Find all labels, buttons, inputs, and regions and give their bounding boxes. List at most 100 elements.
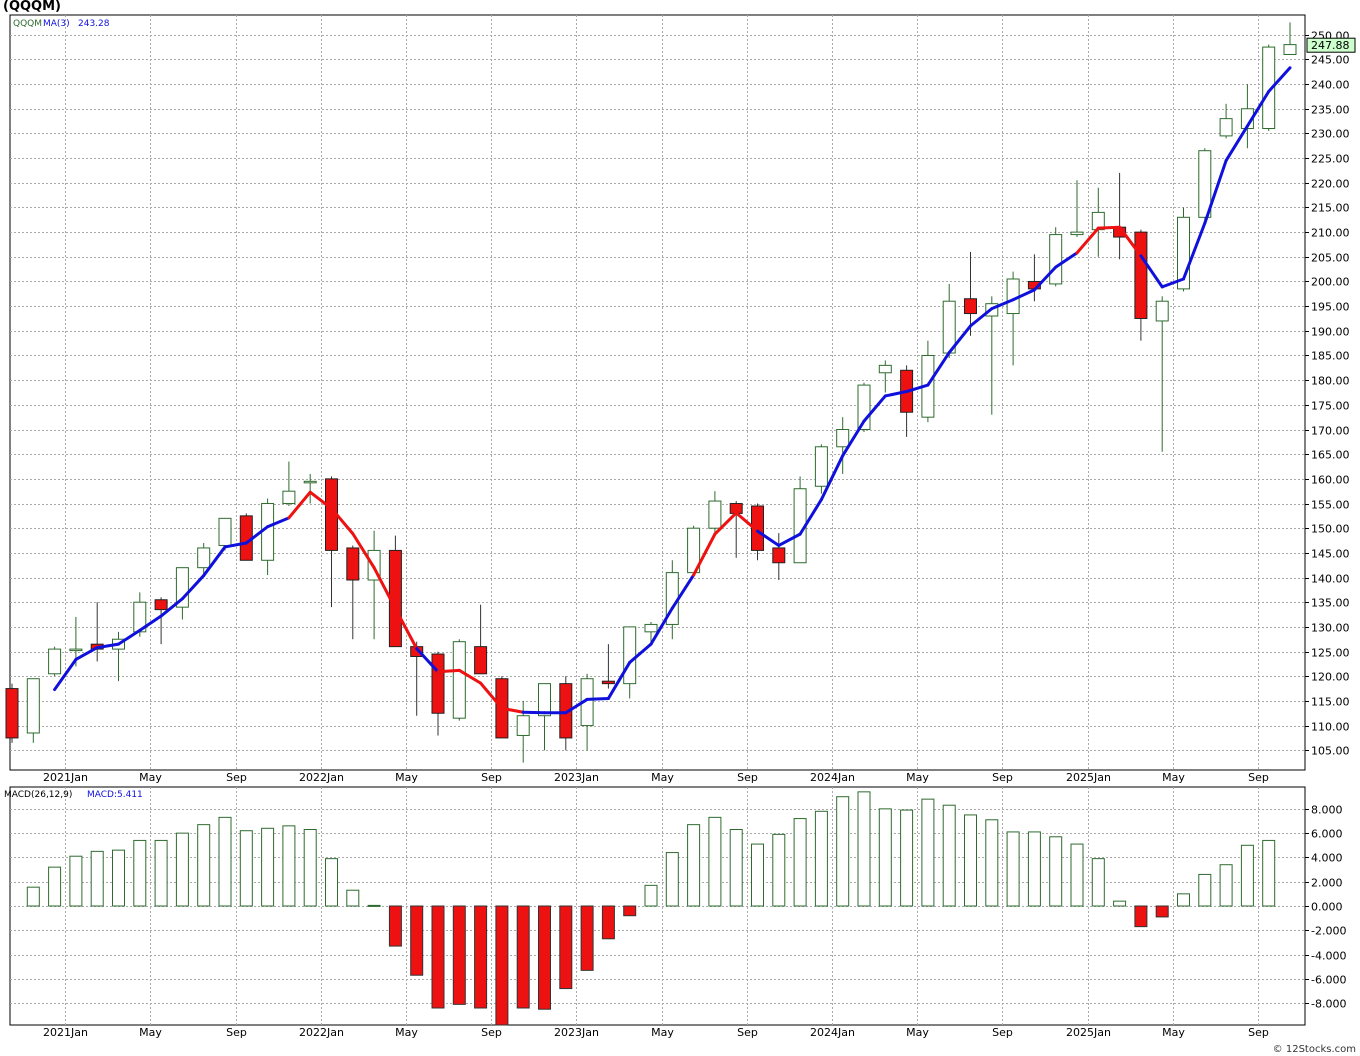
macd-tick-label: -8.000 bbox=[1311, 998, 1346, 1011]
candle-down bbox=[5, 688, 19, 739]
macd-bar-pos bbox=[346, 889, 360, 907]
x-axis-label: 2025Jan bbox=[1066, 771, 1111, 784]
macd-tick-label: 0.000 bbox=[1311, 901, 1343, 914]
macd-bar-pos bbox=[1113, 900, 1127, 907]
price-tick-label: 130.00 bbox=[1311, 622, 1350, 635]
candle-up bbox=[197, 547, 211, 569]
macd-legend-value: MACD:5.411 bbox=[87, 790, 143, 800]
ma-line-segment bbox=[713, 511, 738, 536]
ma-line-segment bbox=[202, 545, 227, 578]
macd-tick-label: 2.000 bbox=[1311, 877, 1343, 890]
ma-line-segment bbox=[798, 498, 823, 536]
price-tick-label: 185.00 bbox=[1311, 350, 1350, 363]
ma-line-segment bbox=[117, 628, 142, 646]
candle-down bbox=[346, 547, 360, 581]
macd-bar-pos bbox=[1006, 831, 1020, 907]
candle-down bbox=[964, 298, 977, 315]
candle-up bbox=[1219, 118, 1233, 137]
ma-line-segment bbox=[159, 597, 184, 618]
macd-bar-pos bbox=[48, 866, 62, 907]
candle-up bbox=[303, 480, 317, 484]
macd-bar-pos bbox=[154, 839, 168, 907]
candle-up bbox=[1070, 231, 1084, 236]
candle-up bbox=[282, 490, 296, 505]
x-axis-label: Sep bbox=[737, 771, 758, 784]
candle-down bbox=[474, 646, 488, 675]
ma-line-segment bbox=[926, 351, 951, 387]
candle-down bbox=[772, 547, 786, 564]
macd-bar-neg bbox=[1134, 905, 1148, 928]
macd-bar-pos bbox=[729, 829, 743, 907]
ma-line-segment bbox=[670, 573, 696, 610]
candle-up bbox=[623, 626, 637, 685]
ma-line-segment bbox=[95, 642, 120, 650]
price-tick-label: 240.00 bbox=[1311, 79, 1350, 92]
price-tick-label: 195.00 bbox=[1311, 301, 1350, 314]
ma-line-segment bbox=[1054, 251, 1079, 269]
candle-up bbox=[878, 364, 892, 374]
price-tick-label: 225.00 bbox=[1311, 153, 1350, 166]
ma-line-segment bbox=[351, 532, 376, 570]
price-tick-label: 105.00 bbox=[1311, 745, 1350, 758]
x-axis-label: 2021Jan bbox=[43, 771, 88, 784]
macd-bar-pos bbox=[325, 858, 338, 907]
candle-up bbox=[644, 623, 658, 633]
x-axis-label: May bbox=[395, 771, 418, 784]
price-tick-label: 170.00 bbox=[1311, 425, 1350, 438]
price-tick-label: 180.00 bbox=[1311, 375, 1350, 388]
last-price-label: 247.88 bbox=[1311, 39, 1350, 52]
candle-up bbox=[1049, 234, 1063, 285]
candle-up bbox=[538, 683, 551, 717]
x-axis-label-macd: May bbox=[906, 1026, 929, 1039]
price-tick-label: 110.00 bbox=[1311, 721, 1350, 734]
macd-bar-pos bbox=[964, 814, 977, 907]
macd-bar-neg bbox=[601, 905, 615, 940]
ma-line-segment bbox=[628, 642, 653, 664]
macd-bar-pos bbox=[303, 829, 317, 907]
macd-bar-neg bbox=[431, 905, 445, 1009]
candle-up bbox=[26, 678, 40, 734]
macd-bar-pos bbox=[69, 855, 83, 907]
candle-up bbox=[261, 503, 275, 561]
macd-bar-pos bbox=[1177, 893, 1190, 907]
ma-line-segment bbox=[266, 516, 291, 529]
price-tick-label: 160.00 bbox=[1311, 474, 1350, 487]
price-tick-label: 140.00 bbox=[1311, 573, 1350, 586]
macd-bar-pos bbox=[1027, 831, 1041, 907]
candle-down bbox=[559, 683, 573, 739]
macd-bar-pos bbox=[282, 825, 296, 907]
ma-line-segment bbox=[1267, 66, 1292, 93]
candle-up bbox=[516, 715, 530, 736]
x-axis-label: Sep bbox=[226, 771, 247, 784]
x-axis-label: 2023Jan bbox=[554, 771, 599, 784]
x-axis-label: Sep bbox=[481, 771, 502, 784]
macd-bar-pos bbox=[1198, 873, 1212, 907]
ma-line-segment bbox=[244, 525, 270, 545]
x-axis-label: May bbox=[1162, 771, 1185, 784]
macd-bar-pos bbox=[90, 850, 104, 907]
price-tick-label: 175.00 bbox=[1311, 400, 1350, 413]
candle-down bbox=[601, 680, 615, 685]
ma-line-segment bbox=[393, 607, 419, 651]
legend-symbol: QQQM bbox=[13, 19, 42, 29]
macd-bar-neg bbox=[474, 905, 488, 1009]
price-tick-label: 115.00 bbox=[1311, 696, 1350, 709]
x-axis-label: May bbox=[651, 771, 674, 784]
legend-ma-value: 243.28 bbox=[78, 19, 110, 29]
ma-line-segment bbox=[1203, 159, 1228, 225]
ma-line-segment bbox=[756, 529, 781, 547]
ma-line-segment bbox=[990, 298, 1015, 311]
ma-line-segment bbox=[500, 706, 525, 714]
macd-bar-pos bbox=[1091, 858, 1105, 907]
ma-line-segment bbox=[1160, 277, 1185, 289]
macd-bar-neg bbox=[410, 905, 424, 976]
macd-bar-pos bbox=[985, 819, 999, 907]
ma-line-segment bbox=[969, 307, 994, 328]
macd-legend-label: MACD(26,12,9) bbox=[4, 790, 72, 800]
legend-ma-label: MA(3) bbox=[43, 19, 70, 29]
price-tick-label: 120.00 bbox=[1311, 671, 1350, 684]
ma-line-segment bbox=[585, 696, 610, 701]
ma-line-segment bbox=[1011, 288, 1036, 302]
candle-up bbox=[69, 648, 83, 652]
macd-bar-neg bbox=[538, 905, 551, 1010]
